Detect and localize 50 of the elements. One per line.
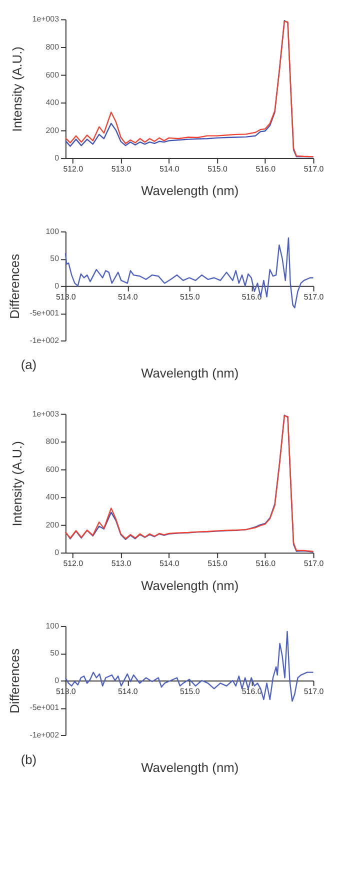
- y-tick-label: 800: [46, 42, 60, 52]
- x-tick-label: 514.0: [159, 164, 180, 174]
- x-tick-label: 515.0: [180, 292, 200, 302]
- x-tick-label: 515.0: [180, 686, 200, 696]
- y-tick-label: 50: [50, 648, 60, 658]
- y-tick-label: 100: [46, 621, 60, 630]
- y-axis-title: Differences: [6, 254, 22, 319]
- x-axis-title: Wavelength (nm): [141, 366, 239, 381]
- y-tick-label: 0: [54, 676, 60, 685]
- y-tick-label: 0: [54, 548, 60, 558]
- y-tick-label: 400: [46, 492, 60, 502]
- y-tick-label: 600: [46, 464, 60, 474]
- y-tick-label: 400: [46, 98, 60, 108]
- y-tick-label: 600: [46, 70, 60, 80]
- x-tick-label: 513.0: [111, 558, 132, 568]
- x-tick-label: 514.0: [118, 686, 138, 696]
- x-tick-label: 515.0: [208, 164, 228, 174]
- x-tick-label: 517.0: [304, 558, 324, 568]
- y-tick-label: 100: [46, 226, 60, 236]
- y-tick-label: 0: [54, 281, 60, 290]
- text: (a): [20, 357, 37, 372]
- x-axis-title: Wavelength (nm): [141, 760, 239, 776]
- text: (b): [20, 752, 37, 767]
- x-tick-label: 514.0: [118, 292, 138, 302]
- y-tick-label: 800: [46, 437, 60, 446]
- x-tick-label: 517.0: [304, 292, 324, 302]
- y-tick-label: 1e+003: [32, 409, 60, 418]
- x-tick-label: 515.0: [208, 558, 228, 568]
- y-axis-title: Intensity (A.U.): [9, 46, 24, 132]
- x-tick-label: 513.0: [111, 164, 132, 174]
- y-axis-title: Intensity (A.U.): [9, 441, 24, 526]
- x-tick-label: 517.0: [304, 164, 324, 174]
- x-tick-label: 512.0: [63, 558, 84, 568]
- x-tick-label: 514.0: [159, 558, 180, 568]
- y-tick-label: -1e+002: [30, 730, 59, 740]
- x-tick-label: 516.0: [256, 164, 276, 174]
- x-axis-title: Wavelength (nm): [141, 578, 239, 593]
- y-tick-label: 200: [46, 520, 60, 530]
- y-tick-label: -5e+001: [30, 703, 60, 712]
- y-tick-label: 1e+003: [32, 14, 60, 24]
- y-tick-label: -5e+001: [30, 308, 60, 318]
- y-tick-label: 200: [46, 126, 60, 135]
- x-axis-title: Wavelength (nm): [141, 183, 239, 198]
- y-tick-label: 50: [50, 254, 60, 264]
- x-tick-label: 512.0: [63, 164, 84, 174]
- x-tick-label: 517.0: [304, 686, 324, 696]
- x-tick-label: 516.0: [256, 558, 276, 568]
- y-axis-title: Differences: [6, 648, 22, 714]
- y-tick-label: 0: [54, 154, 60, 163]
- y-tick-label: -1e+002: [30, 336, 59, 345]
